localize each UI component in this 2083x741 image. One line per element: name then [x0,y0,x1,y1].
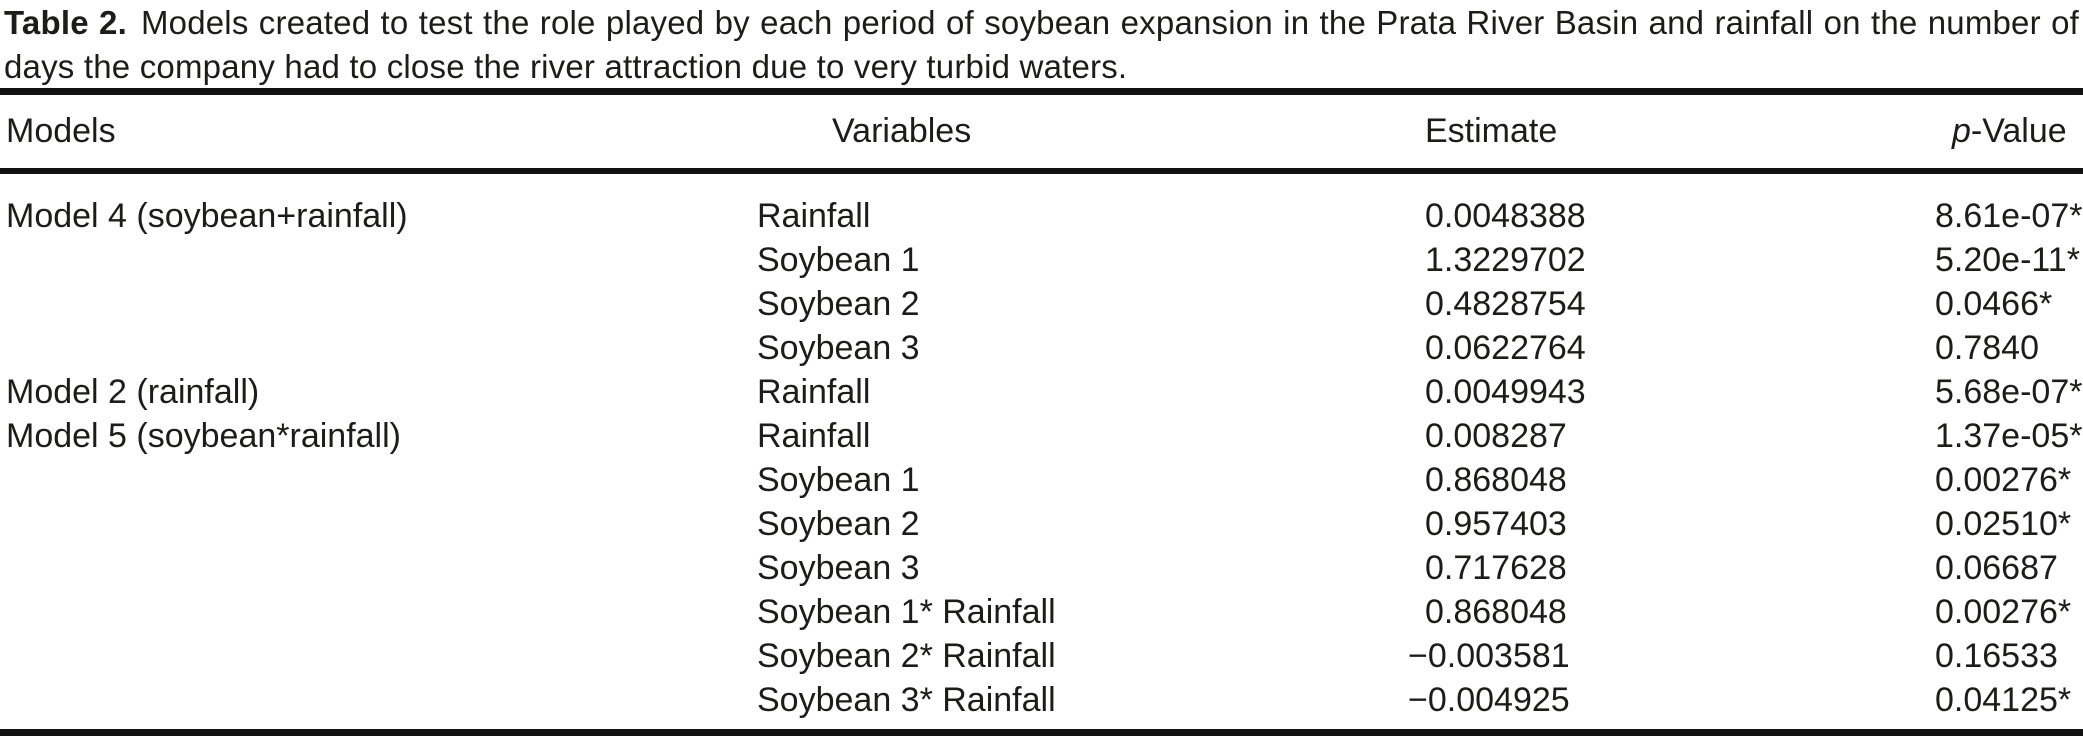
estimate-cell: −0.003581 [1408,637,1570,675]
model-cell [6,458,757,502]
estimate-cell: −0.004925 [1408,681,1570,719]
column-header-estimate: Estimate [1425,112,1558,150]
p-value-cell: 8.61e-07* [1935,197,2083,235]
caption-text: Models created to test the role played b… [4,4,2079,85]
model-cell [6,238,757,282]
header-divider-rule [0,168,2083,174]
table-row: Soybean 2* Rainfall −0.003581 0.16533 [6,634,2083,678]
p-value-cell: 0.04125* [1935,681,2072,719]
column-header-p-value: p-Value [1935,95,2083,168]
model-cell [6,326,757,370]
table-row: Model 5 (soybean*rainfall) Rainfall 0.00… [6,414,2083,458]
estimate-cell: 0.008287 [1425,417,1567,455]
variable-cell: Rainfall [757,197,871,235]
model-cell [6,590,757,634]
model-cell [6,546,757,590]
table-body: Model 4 (soybean+rainfall) Rainfall 0.00… [6,194,2083,722]
table-row: Soybean 1* Rainfall 0.868048 0.00276* [6,590,2083,634]
model-cell: Model 4 (soybean+rainfall) [6,197,408,235]
table-row: Soybean 3* Rainfall −0.004925 0.04125* [6,678,2083,722]
variable-cell: Soybean 3 [757,329,920,367]
p-value-cell: 5.68e-07* [1935,373,2083,411]
variable-cell: Soybean 2* Rainfall [757,637,1056,675]
estimate-cell: 0.0049943 [1425,373,1586,411]
estimate-cell: 0.957403 [1425,505,1567,543]
table-header-row: Models Variables Estimate p-Value [6,95,2083,168]
p-value-italic-p: p [1952,112,1971,150]
p-value-cell: 1.37e-05* [1935,417,2083,455]
estimate-cell: 0.868048 [1425,593,1567,631]
p-value-cell: 0.0466* [1935,285,2053,323]
estimate-cell: 0.0048388 [1425,197,1586,235]
model-cell: Model 5 (soybean*rainfall) [6,417,401,455]
caption-label: Table 2. [4,4,127,41]
table-row: Soybean 3 0.717628 0.06687 [6,546,2083,590]
p-value-cell: 0.16533 [1935,637,2058,675]
estimate-cell: 1.3229702 [1425,241,1586,279]
table-caption: Table 2. Models created to test the role … [4,1,2079,89]
estimate-cell: 0.868048 [1425,461,1567,499]
table-row: Soybean 3 0.0622764 0.7840 [6,326,2083,370]
table-row: Soybean 1 1.3229702 5.20e-11* [6,238,2083,282]
model-cell: Model 2 (rainfall) [6,373,260,411]
p-value-cell: 0.00276* [1935,593,2072,631]
top-rule [0,88,2083,95]
model-cell [6,502,757,546]
p-value-cell: 0.02510* [1935,505,2072,543]
table-row: Soybean 1 0.868048 0.00276* [6,458,2083,502]
p-value-rest: -Value [1970,112,2067,150]
p-value-cell: 0.06687 [1935,549,2058,587]
bottom-rule [0,729,2083,736]
estimate-cell: 0.717628 [1425,549,1567,587]
p-value-cell: 0.00276* [1935,461,2072,499]
variable-cell: Soybean 3* Rainfall [757,681,1056,719]
variable-cell: Soybean 1 [757,241,920,279]
column-header-variables: Variables [832,112,972,150]
variable-cell: Soybean 1* Rainfall [757,593,1056,631]
table-row: Model 2 (rainfall) Rainfall 0.0049943 5.… [6,370,2083,414]
variable-cell: Rainfall [757,373,871,411]
table-row: Model 4 (soybean+rainfall) Rainfall 0.00… [6,194,2083,238]
estimate-cell: 0.4828754 [1425,285,1586,323]
variable-cell: Soybean 2 [757,505,920,543]
table-row: Soybean 2 0.4828754 0.0466* [6,282,2083,326]
model-cell [6,282,757,326]
p-value-cell: 0.7840 [1935,329,2039,367]
variable-cell: Soybean 1 [757,461,920,499]
p-value-cell: 5.20e-11* [1935,241,2080,279]
variable-cell: Soybean 2 [757,285,920,323]
model-cell [6,678,757,722]
variable-cell: Soybean 3 [757,549,920,587]
variable-cell: Rainfall [757,417,871,455]
column-header-models: Models [6,112,116,150]
model-cell [6,634,757,678]
estimate-cell: 0.0622764 [1425,329,1586,367]
table-row: Soybean 2 0.957403 0.02510* [6,502,2083,546]
